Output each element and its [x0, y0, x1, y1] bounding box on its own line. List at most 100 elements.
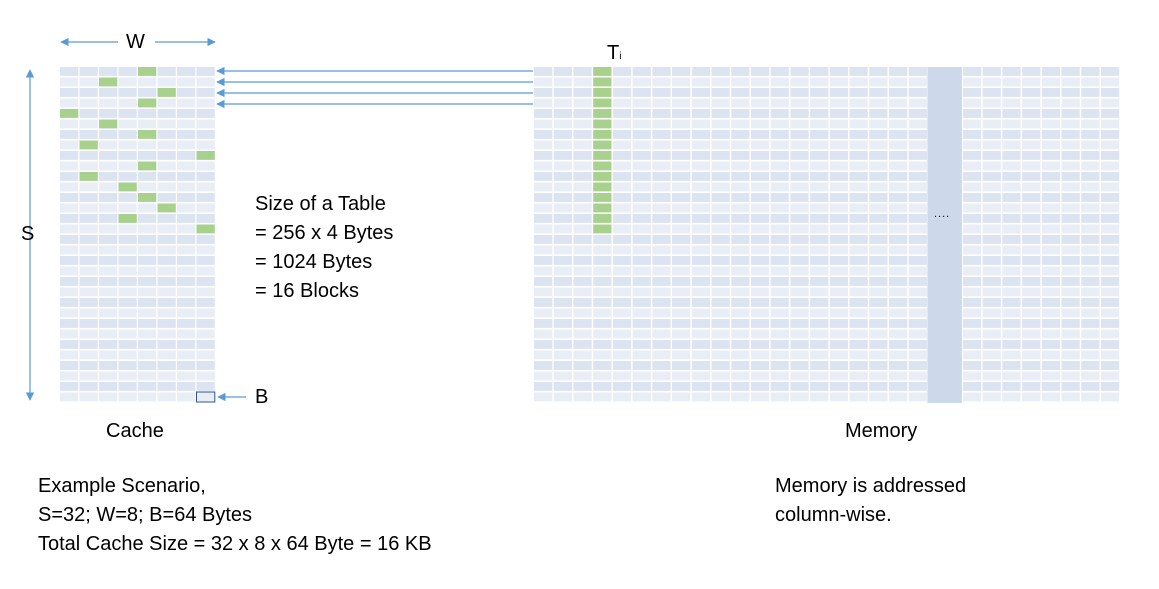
memory-block: [908, 77, 927, 87]
memory-block: [750, 67, 770, 76]
memory-block: [672, 67, 691, 76]
memory-block: [672, 182, 691, 192]
memory-block: [534, 203, 553, 213]
memory-block: [1002, 329, 1021, 339]
memory-block-table: [593, 67, 612, 76]
memory-block: [573, 130, 592, 139]
memory-block: [1100, 371, 1120, 381]
cache-block: [118, 193, 137, 202]
cache-block: [79, 224, 98, 234]
memory-block: [1041, 277, 1061, 286]
memory-block: [750, 88, 770, 97]
cache-block: [118, 287, 137, 297]
memory-block: [1002, 193, 1021, 202]
memory-block: [750, 235, 770, 244]
cache-block: [99, 98, 118, 108]
memory-block: [573, 98, 592, 108]
memory-block: [632, 172, 651, 181]
memory-block: [1002, 172, 1021, 181]
memory-block: [1081, 161, 1100, 171]
memory-block: [652, 214, 671, 223]
memory-block: [553, 77, 572, 87]
memory-block: [962, 67, 982, 76]
memory-block: [790, 214, 809, 223]
memory-block: [573, 382, 592, 391]
memory-block: [711, 245, 730, 255]
cache-block: [79, 308, 98, 318]
memory-block: [711, 266, 730, 276]
memory-block: [573, 182, 592, 192]
memory-block: [982, 193, 1001, 202]
memory-block: [790, 235, 809, 244]
memory-block: [691, 382, 711, 391]
cache-block: [157, 77, 176, 87]
memory-block: [652, 266, 671, 276]
memory-block: [790, 161, 809, 171]
cache-block: [99, 172, 118, 181]
memory-block: [829, 224, 849, 234]
memory-block: [652, 67, 671, 76]
cache-block: [60, 193, 79, 202]
memory-block: [908, 371, 927, 381]
cache-block: [79, 329, 98, 339]
memory-block: [810, 298, 829, 307]
memory-block: [849, 224, 868, 234]
memory-block: [1002, 67, 1021, 76]
memory-block: [869, 151, 888, 160]
memory-block: [1081, 329, 1100, 339]
memory-block: [982, 371, 1001, 381]
memory-block: [1002, 203, 1021, 213]
memory-block: [982, 235, 1001, 244]
cache-block: [177, 361, 196, 370]
memory-block: [829, 308, 849, 318]
memory-block: [632, 203, 651, 213]
memory-block: [711, 319, 730, 328]
cache-block: [196, 298, 215, 307]
cache-block: [138, 224, 157, 234]
memory-block: [1022, 319, 1041, 328]
memory-block: [711, 214, 730, 223]
memory-block-table: [593, 77, 612, 87]
memory-block: [731, 214, 750, 223]
memory-block: [632, 392, 651, 402]
cache-sets-label: S: [21, 223, 35, 245]
memory-block: [553, 319, 572, 328]
cache-block: [138, 266, 157, 276]
cache-block: [118, 224, 137, 234]
memory-block: [770, 329, 789, 339]
memory-block: [672, 340, 691, 349]
memory-block: [869, 140, 888, 150]
memory-block: [849, 88, 868, 97]
memory-block: [962, 88, 982, 97]
memory-block: [810, 392, 829, 402]
memory-block: [652, 382, 671, 391]
cache-block: [99, 256, 118, 265]
memory-block: [553, 214, 572, 223]
memory-block: [889, 392, 908, 402]
memory-block: [1100, 109, 1120, 118]
cache-block: [138, 88, 157, 97]
memory-block: [652, 77, 671, 87]
memory-block: [573, 235, 592, 244]
memory-block: [849, 109, 868, 118]
memory-block: [691, 224, 711, 234]
memory-block: [889, 88, 908, 97]
memory-block: [790, 287, 809, 297]
memory-block: [553, 235, 572, 244]
memory-block: [770, 203, 789, 213]
memory-block: [790, 88, 809, 97]
memory-block: [829, 298, 849, 307]
memory-block: [982, 319, 1001, 328]
memory-block: [612, 266, 632, 276]
memory-block: [962, 119, 982, 129]
memory-grid: [534, 67, 1120, 403]
memory-block: [1100, 245, 1120, 255]
memory-block: [770, 308, 789, 318]
memory-block: [750, 203, 770, 213]
cache-block: [138, 340, 157, 349]
memory-block: [534, 193, 553, 202]
memory-block: [652, 172, 671, 181]
memory-block: [632, 88, 651, 97]
memory-block: [1081, 371, 1100, 381]
cache-block: [118, 340, 137, 349]
